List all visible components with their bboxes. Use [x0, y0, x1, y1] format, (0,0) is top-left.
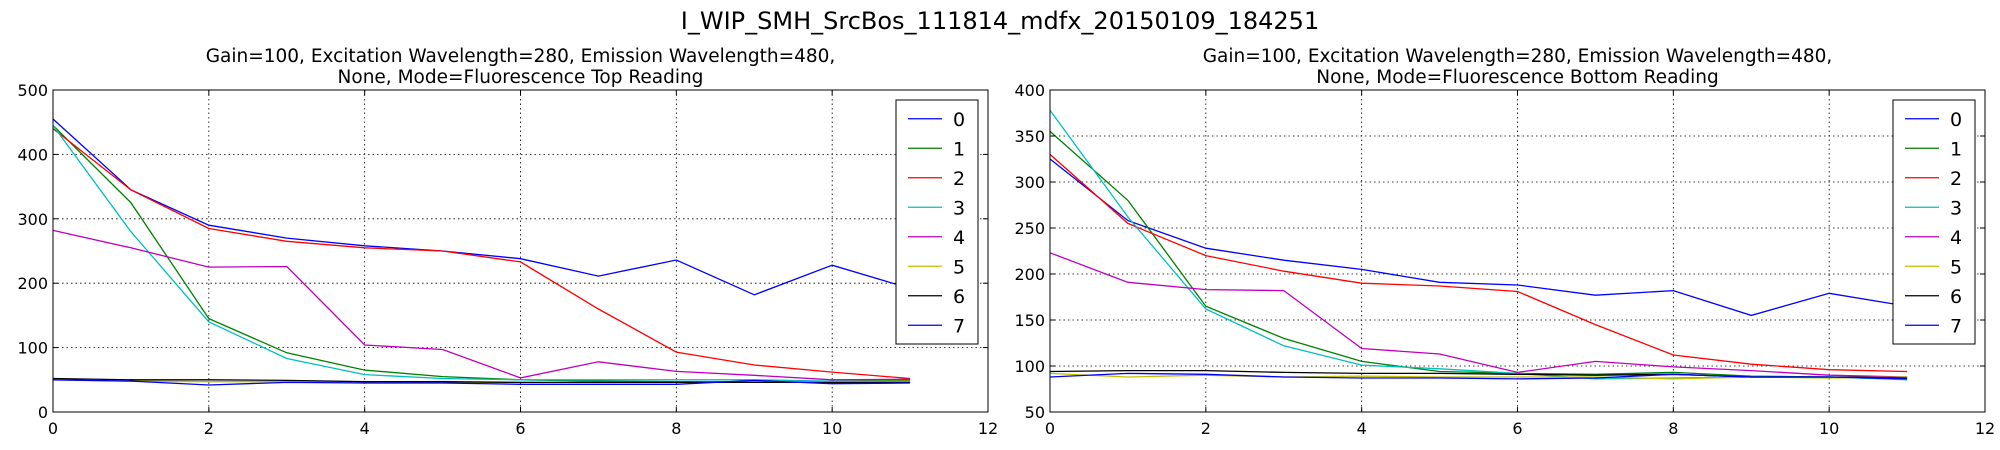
y-tick-label: 500 [17, 81, 48, 100]
series-line-1 [52, 124, 911, 383]
series-line-2 [1049, 153, 1908, 373]
legend-label-3: 3 [1950, 197, 1962, 219]
series-line-5 [52, 379, 911, 384]
x-tick-label: 4 [1357, 419, 1367, 438]
y-tick-label: 0 [38, 403, 48, 422]
plot-frame [52, 89, 989, 413]
series-line-4 [1049, 252, 1908, 378]
x-tick-label: 2 [204, 419, 214, 438]
y-tick-label: 400 [17, 145, 48, 164]
series-line-1 [1049, 130, 1908, 378]
chart-title-line1: Gain=100, Excitation Wavelength=280, Emi… [1203, 46, 1833, 67]
chart-title-line2: None, Mode=Fluorescence Top Reading [338, 67, 704, 88]
y-tick-label: 200 [1014, 265, 1045, 284]
y-tick-label: 50 [1025, 403, 1045, 422]
figure-title: I_WIP_SMH_SrcBos_111814_mdfx_20150109_18… [681, 7, 1319, 35]
y-tick-label: 150 [1014, 311, 1045, 330]
legend-label-5: 5 [1950, 256, 1962, 278]
series-line-7 [1049, 372, 1908, 380]
chart-bottom-reading: Gain=100, Excitation Wavelength=280, Emi… [1014, 46, 1995, 438]
legend-label-7: 7 [953, 315, 965, 337]
legend-label-1: 1 [953, 138, 965, 160]
legend-label-1: 1 [1950, 138, 1962, 160]
series-line-0 [1049, 158, 1908, 317]
legend-label-6: 6 [953, 286, 965, 308]
series-line-2 [52, 128, 911, 380]
legend-label-3: 3 [953, 197, 965, 219]
legend-label-4: 4 [953, 227, 965, 249]
x-tick-label: 8 [1668, 419, 1678, 438]
legend-label-4: 4 [1950, 227, 1962, 249]
legend: 0 1 2 3 4 5 6 7 [1892, 99, 1976, 345]
x-tick-label: 6 [1512, 419, 1522, 438]
series-line-3 [52, 125, 911, 382]
legend-box [1892, 99, 1976, 345]
x-tick-label: 4 [360, 419, 370, 438]
legend-label-2: 2 [1950, 168, 1962, 190]
x-tick-label: 6 [515, 419, 525, 438]
legend-box [895, 99, 979, 345]
chart-title-line2: None, Mode=Fluorescence Bottom Reading [1316, 67, 1719, 88]
series-line-4 [52, 229, 911, 381]
series-line-7 [52, 379, 911, 386]
y-tick-label: 200 [17, 274, 48, 293]
legend-label-0: 0 [1950, 109, 1962, 131]
legend-label-5: 5 [953, 256, 965, 278]
series-line-0 [52, 118, 911, 296]
x-tick-label: 0 [48, 419, 58, 438]
legend-label-2: 2 [953, 168, 965, 190]
y-tick-label: 100 [1014, 357, 1045, 376]
y-tick-label: 300 [17, 210, 48, 229]
x-tick-label: 12 [1975, 419, 1995, 438]
y-tick-label: 350 [1014, 127, 1045, 146]
chart-title-line1: Gain=100, Excitation Wavelength=280, Emi… [206, 46, 836, 67]
x-tick-label: 10 [822, 419, 842, 438]
y-tick-label: 100 [17, 339, 48, 358]
series-line-6 [52, 377, 911, 384]
x-tick-label: 12 [978, 419, 998, 438]
x-tick-label: 0 [1045, 419, 1055, 438]
legend: 0 1 2 3 4 5 6 7 [895, 99, 979, 345]
x-tick-label: 2 [1201, 419, 1211, 438]
x-tick-label: 10 [1819, 419, 1839, 438]
legend-label-7: 7 [1950, 315, 1962, 337]
legend-label-0: 0 [953, 109, 965, 131]
y-tick-label: 300 [1014, 173, 1045, 192]
chart-top-reading: Gain=100, Excitation Wavelength=280, Emi… [17, 46, 998, 438]
plot-frame [1049, 89, 1986, 413]
y-tick-label: 400 [1014, 81, 1045, 100]
y-tick-label: 250 [1014, 219, 1045, 238]
x-tick-label: 8 [671, 419, 681, 438]
legend-label-6: 6 [1950, 286, 1962, 308]
